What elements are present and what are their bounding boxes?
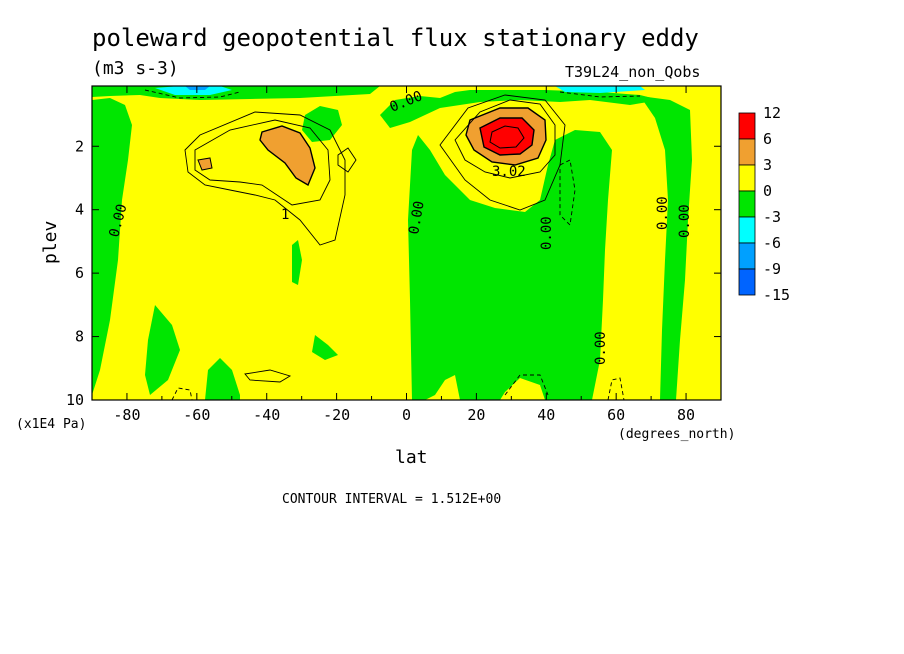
positive-core-nh-red xyxy=(479,117,535,156)
colorbar-swatch xyxy=(738,242,756,270)
contour-sh-low xyxy=(244,369,292,383)
y-units: (x1E4 Pa) xyxy=(16,417,86,432)
colorbar-label: 6 xyxy=(763,130,772,148)
y-tick-label: 6 xyxy=(75,264,84,282)
colorbar-label: -15 xyxy=(763,286,790,304)
colorbar: 12 6 3 0 -3 -6 -9 -15 xyxy=(738,104,790,304)
colorbar-swatch xyxy=(738,138,756,166)
colorbar-swatch xyxy=(738,190,756,218)
colorbar-swatch xyxy=(738,268,756,296)
contour-label: 0.00 xyxy=(655,196,671,230)
colorbar-label: -9 xyxy=(763,260,781,278)
x-axis: -80 -60 -40 -20 0 20 40 60 80 xyxy=(91,86,722,424)
contour-nh-1 xyxy=(454,99,556,179)
contour-sh-2 xyxy=(184,111,346,246)
negative-regions xyxy=(92,86,692,400)
negative-region-main-center xyxy=(408,130,612,400)
positive-core-sh-outer xyxy=(259,125,316,187)
chart-title: poleward geopotential flux stationary ed… xyxy=(92,24,699,52)
plot-area: 0.00 0.00 0.00 0.00 0.00 0.00 0.00 3.02 … xyxy=(91,85,722,401)
negative-region-right xyxy=(640,96,692,400)
contour-label: 1 xyxy=(281,207,289,223)
contour-neg-2 xyxy=(504,374,549,396)
contour-label: 0.00 xyxy=(539,216,555,250)
contour-label: 3.02 xyxy=(492,164,526,180)
x-tick-label: 20 xyxy=(467,406,485,424)
strong-negative-regions xyxy=(155,86,645,95)
colorbar-label: -3 xyxy=(763,208,781,226)
x-tick-label: 80 xyxy=(677,406,695,424)
positive-cores xyxy=(197,107,547,187)
y-tick-label: 2 xyxy=(75,137,84,155)
x-tick-label: -40 xyxy=(253,406,280,424)
y-axis-label: plev xyxy=(40,221,61,264)
negative-region-small-mid xyxy=(312,335,338,360)
contour-label: 0.00 xyxy=(677,204,693,238)
negative-region-lower-left xyxy=(145,305,180,395)
x-tick-label: -80 xyxy=(113,406,140,424)
negative-region-small-center xyxy=(463,348,472,360)
chart-units: (m3 s-3) xyxy=(92,58,179,79)
cyan-region-top-right xyxy=(555,86,645,93)
contour-sh-right xyxy=(337,147,357,173)
y-tick-label: 10 xyxy=(66,391,84,409)
x-tick-label: 60 xyxy=(607,406,625,424)
contour-neg-5 xyxy=(171,387,193,401)
colorbar-label: -6 xyxy=(763,234,781,252)
positive-core-nh-inner xyxy=(489,125,525,149)
x-axis-label: lat xyxy=(395,447,428,468)
contour-sh-1 xyxy=(194,119,331,206)
x-tick-label: -60 xyxy=(183,406,210,424)
y-axis: 2 4 6 8 10 xyxy=(66,137,721,409)
negative-region-mid-island xyxy=(292,240,302,285)
x-tick-label: 0 xyxy=(402,406,411,424)
contour-interval: CONTOUR INTERVAL = 1.512E+00 xyxy=(282,492,501,507)
contour-neg-6 xyxy=(607,377,625,401)
colorbar-swatch xyxy=(738,164,756,192)
cyan-region-top-left xyxy=(155,86,232,95)
x-tick-label: 40 xyxy=(537,406,555,424)
colorbar-label: 0 xyxy=(763,182,772,200)
x-units: (degrees_north) xyxy=(618,427,735,442)
negative-region-bottom-left xyxy=(205,358,240,400)
positive-core-sh-small xyxy=(197,157,213,171)
y-tick-label: 8 xyxy=(75,328,84,346)
colorbar-label: 3 xyxy=(763,156,772,174)
x-tick-label: -20 xyxy=(323,406,350,424)
negative-region-top-center xyxy=(380,90,660,128)
colorbar-label: 12 xyxy=(763,104,781,122)
positive-contour-lines xyxy=(184,94,566,383)
colorbar-swatch xyxy=(738,216,756,244)
plot-background xyxy=(92,86,721,400)
contour-label: 0.00 xyxy=(593,331,609,365)
contour-neg-4 xyxy=(559,91,641,98)
y-tick-label: 4 xyxy=(75,201,84,219)
contour-label: 0.00 xyxy=(406,200,428,236)
contour-neg-1 xyxy=(559,159,576,226)
colorbar-swatch xyxy=(738,112,756,140)
contour-neg-3 xyxy=(144,89,241,99)
blue-region-top-left xyxy=(185,86,210,90)
negative-contour-lines xyxy=(144,89,641,401)
experiment-label: T39L24_non_Qobs xyxy=(565,63,700,81)
negative-region-left-edge xyxy=(92,98,132,395)
